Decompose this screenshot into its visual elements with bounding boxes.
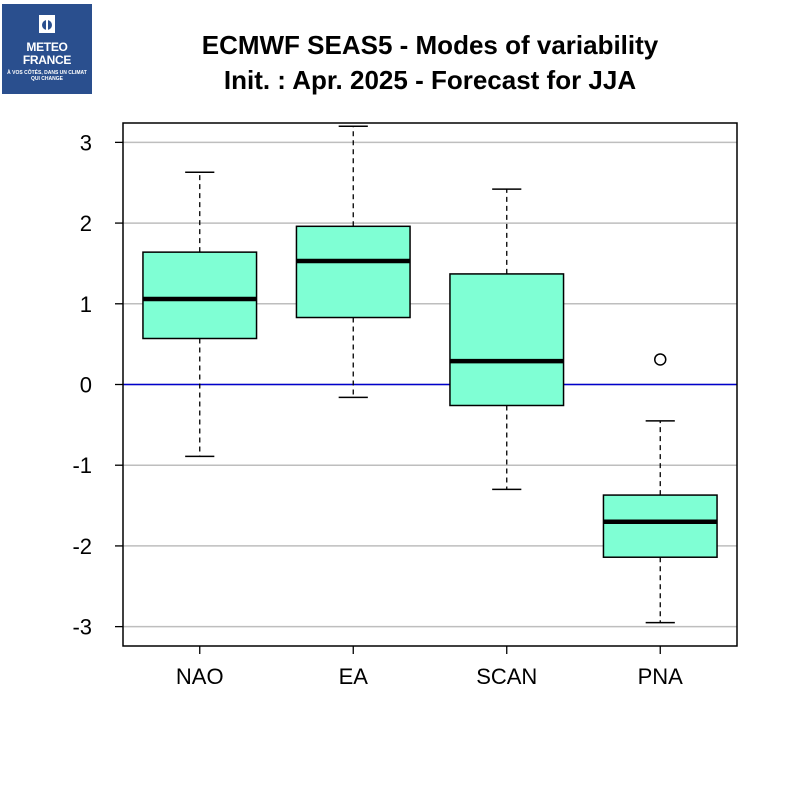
y-tick-label: 3: [80, 130, 92, 155]
chart-subtitle: Init. : Apr. 2025 - Forecast for JJA: [223, 65, 637, 95]
y-tick-label: 0: [80, 373, 92, 398]
x-tick-label: NAO: [176, 664, 224, 689]
outlier-point: [654, 353, 667, 366]
logo-meteo-france: METEO FRANCE À VOS CÔTÉS, DANS UN CLIMAT…: [2, 4, 92, 94]
x-tick-label: SCAN: [476, 664, 537, 689]
box: [602, 494, 718, 558]
meteo-france-emblem-icon: [39, 15, 55, 33]
logo-line1: METEO: [26, 40, 68, 54]
y-tick-label: -3: [72, 615, 92, 640]
box: [295, 225, 411, 319]
x-tick-label: EA: [339, 664, 369, 689]
plot-frame: [122, 122, 738, 647]
y-tick-label: 1: [80, 292, 92, 317]
chart-title: ECMWF SEAS5 - Modes of variability: [201, 30, 659, 60]
box: [449, 273, 565, 407]
logo-tagline: À VOS CÔTÉS, DANS UN CLIMAT QUI CHANGE: [7, 70, 87, 82]
y-tick-label: -1: [72, 453, 92, 478]
box: [142, 251, 258, 340]
y-tick-label: 2: [80, 211, 92, 236]
y-tick-label: -2: [72, 534, 92, 559]
x-tick-label: PNA: [638, 664, 684, 689]
logo-line2: FRANCE: [22, 53, 72, 67]
